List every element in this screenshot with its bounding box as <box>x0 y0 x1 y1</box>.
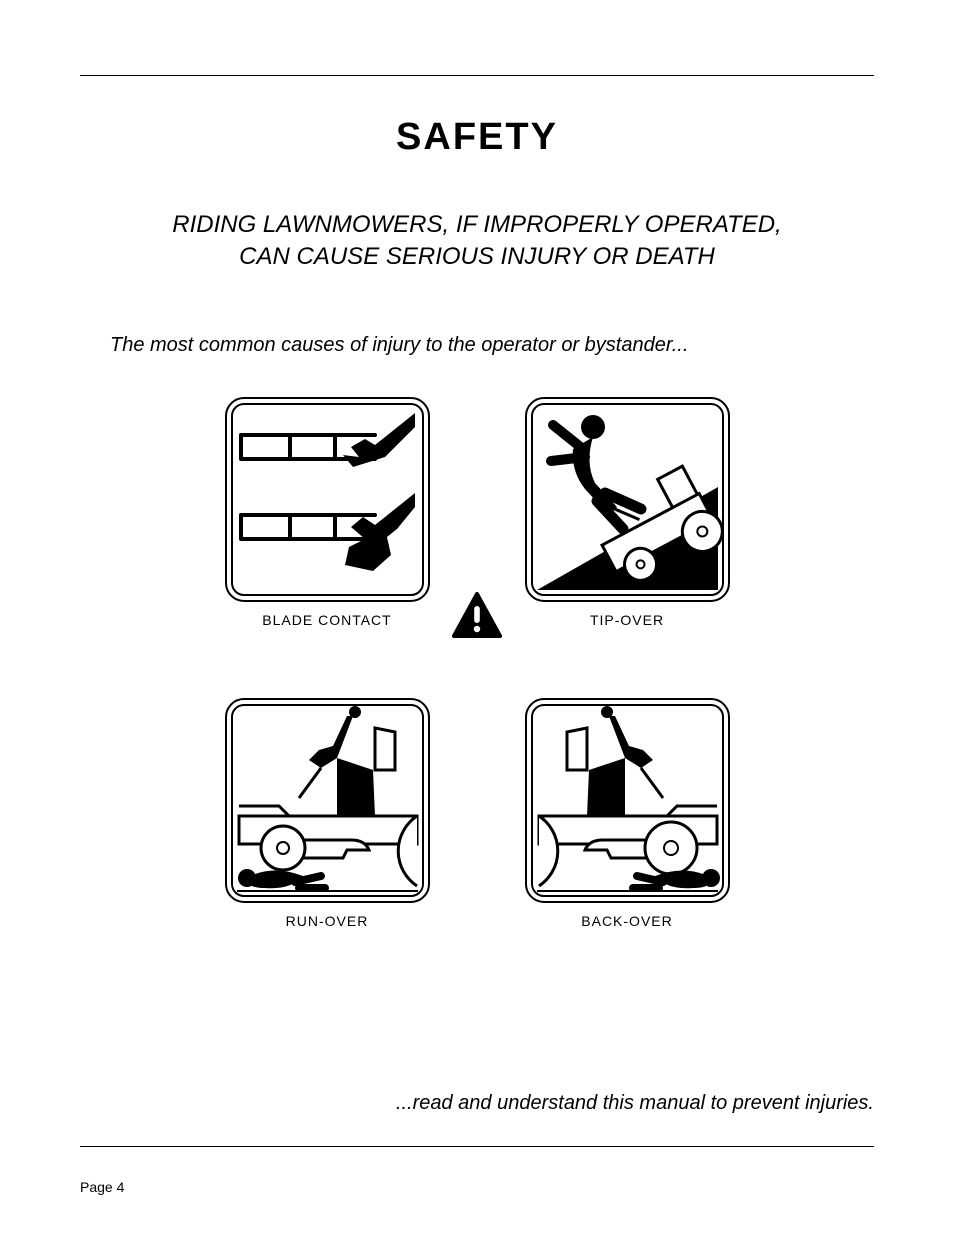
closing-text: ...read and understand this manual to pr… <box>396 1092 874 1115</box>
section-title: SAFETY <box>80 116 874 159</box>
subtitle-line-1: RIDING LAWNMOWERS, IF IMPROPERLY OPERATE… <box>172 211 781 238</box>
caption-blade-contact: BLADE CONTACT <box>262 612 391 628</box>
back-over-illustration <box>525 698 730 903</box>
tip-over-illustration <box>525 397 730 602</box>
rule-top <box>80 75 874 76</box>
panel-tip-over: TIP-OVER <box>507 397 747 628</box>
intro-text: The most common causes of injury to the … <box>110 334 874 357</box>
page-number: Page 4 <box>80 1179 124 1195</box>
warning-subtitle: RIDING LAWNMOWERS, IF IMPROPERLY OPERATE… <box>80 209 874 274</box>
rule-bottom <box>80 1146 874 1147</box>
page: SAFETY RIDING LAWNMOWERS, IF IMPROPERLY … <box>0 0 954 1235</box>
blade-contact-illustration <box>225 397 430 602</box>
panel-back-over: BACK-OVER <box>507 698 747 929</box>
run-over-illustration <box>225 698 430 903</box>
caption-back-over: BACK-OVER <box>581 913 672 929</box>
panel-run-over: RUN-OVER <box>207 698 447 929</box>
hazard-grid: BLADE CONTACT <box>80 397 874 929</box>
panel-blade-contact: BLADE CONTACT <box>207 397 447 628</box>
warning-triangle-icon <box>452 592 502 643</box>
caption-run-over: RUN-OVER <box>286 913 369 929</box>
caption-tip-over: TIP-OVER <box>590 612 664 628</box>
subtitle-line-2: CAN CAUSE SERIOUS INJURY OR DEATH <box>239 243 715 270</box>
